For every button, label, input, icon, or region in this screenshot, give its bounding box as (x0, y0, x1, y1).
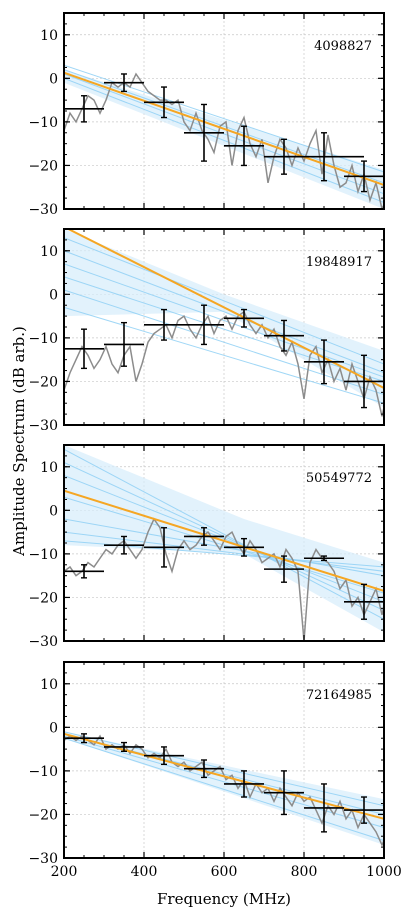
y-tick-label: −20 (28, 374, 58, 390)
errorbar-point (104, 535, 144, 555)
panels-group: −30−20−100104098827−30−20−1001019848917−… (28, 12, 402, 880)
plot-frame (63, 228, 385, 426)
plot-area (64, 13, 384, 209)
band-sample-line (64, 289, 384, 395)
errorbar-point (64, 733, 104, 744)
y-tick-label: −30 (28, 851, 58, 867)
errorbar-point (64, 564, 104, 579)
band-sample-line (64, 263, 384, 378)
y-tick-label: −20 (28, 807, 58, 823)
errorbar-point (304, 555, 344, 562)
chart-panel-3: −30 −20 −10 0 10 50549772 (28, 444, 385, 650)
y-tick-label: −10 (28, 764, 58, 780)
errorbar-point (144, 527, 184, 568)
errorbar-point (144, 86, 184, 119)
band-sample-line (64, 73, 384, 195)
fit-line (64, 489, 384, 592)
y-tick-label: 0 (49, 720, 58, 736)
y-tick-label: 0 (49, 71, 58, 87)
x-tick-label: 200 (51, 864, 78, 880)
y-tick-label: −20 (28, 590, 58, 606)
uncertainty-band (64, 69, 384, 209)
band-sample-line (64, 237, 384, 365)
errorbar-point (224, 125, 264, 167)
band-sample-line (64, 69, 384, 184)
plot-frame (63, 12, 385, 210)
y-tick-label: 10 (40, 244, 58, 260)
uncertainty-band (64, 731, 384, 845)
band-sample-line (64, 531, 384, 572)
errorbar-point (144, 746, 184, 766)
errorbar-point (224, 308, 264, 328)
chart-panel-1: −30 −20 −10 0 10 4098827 (28, 12, 385, 218)
chart-panel-4: −30 −20 −10 0 10 200 400 600 800 1000 72164985 (28, 661, 402, 880)
raw-spectrum-line (64, 310, 384, 417)
errorbar-point (184, 759, 224, 779)
raw-spectrum-line (64, 72, 384, 209)
x-axis-label: Frequency (MHz) (157, 890, 291, 908)
errorbar-point (64, 328, 104, 370)
band-sample-line (64, 250, 384, 374)
errorbar-point (104, 741, 144, 752)
band-sample-line (64, 77, 384, 203)
y-tick-label: −30 (28, 202, 58, 218)
chart-panel-2: −30 −20 −10 0 10 19848917 (28, 228, 385, 434)
y-axis-label: Amplitude Spectrum (dB arb.) (10, 326, 28, 557)
y-tick-label: 0 (49, 287, 58, 303)
errorbar-point (304, 339, 344, 385)
y-tick-label: 0 (49, 503, 58, 519)
errorbar-point (184, 304, 224, 346)
y-tick-label: 10 (40, 460, 58, 476)
errorbar-point (64, 95, 104, 123)
x-tick-label: 400 (131, 864, 158, 880)
y-tick-label: −30 (28, 418, 58, 434)
y-tick-label: −20 (28, 158, 58, 174)
y-tick-label: 10 (40, 677, 58, 693)
plot-frame (63, 661, 385, 859)
event-id-label: 72164985 (306, 688, 372, 703)
y-tick-label: 10 (40, 28, 58, 44)
errorbar-point (264, 555, 304, 583)
fit-line (64, 71, 384, 186)
errorbar-point (344, 796, 384, 824)
band-sample-line (64, 306, 384, 404)
band-sample-line (64, 735, 384, 828)
errorbar-point (304, 783, 344, 833)
plot-frame (63, 444, 385, 642)
errorbar-point (184, 103, 224, 162)
band-sample-line (64, 475, 384, 603)
fit-line (64, 732, 384, 820)
errorbar-point (104, 321, 144, 367)
plot-area (64, 662, 384, 858)
x-tick-label: 800 (291, 864, 318, 880)
errorbar-point (264, 770, 304, 816)
errorbar-point (264, 319, 304, 352)
y-tick-label: −30 (28, 634, 58, 650)
errorbar-point (224, 537, 264, 557)
band-sample-line (64, 496, 384, 594)
y-tick-label: −10 (28, 547, 58, 563)
plot-area (64, 229, 384, 425)
errorbar-point (344, 354, 384, 409)
band-sample-line (64, 737, 384, 842)
y-tick-label: −10 (28, 331, 58, 347)
plot-area (64, 445, 384, 641)
event-id-label: 19848917 (306, 255, 372, 270)
x-tick-label: 600 (211, 864, 238, 880)
x-tick-label: 1000 (366, 864, 402, 880)
errorbar-point (184, 527, 224, 546)
errorbar-point (104, 73, 144, 93)
errorbar-point (224, 770, 264, 798)
errorbar-point (344, 160, 384, 193)
event-id-label: 50549772 (306, 471, 372, 486)
errorbar-point (344, 583, 384, 620)
errorbar-point (284, 132, 364, 182)
uncertainty-band (64, 229, 384, 408)
y-tick-label: −10 (28, 115, 58, 131)
band-sample-line (64, 448, 384, 620)
errorbar-point (144, 308, 184, 341)
band-sample-line (64, 276, 384, 382)
event-id-label: 4098827 (314, 39, 372, 54)
